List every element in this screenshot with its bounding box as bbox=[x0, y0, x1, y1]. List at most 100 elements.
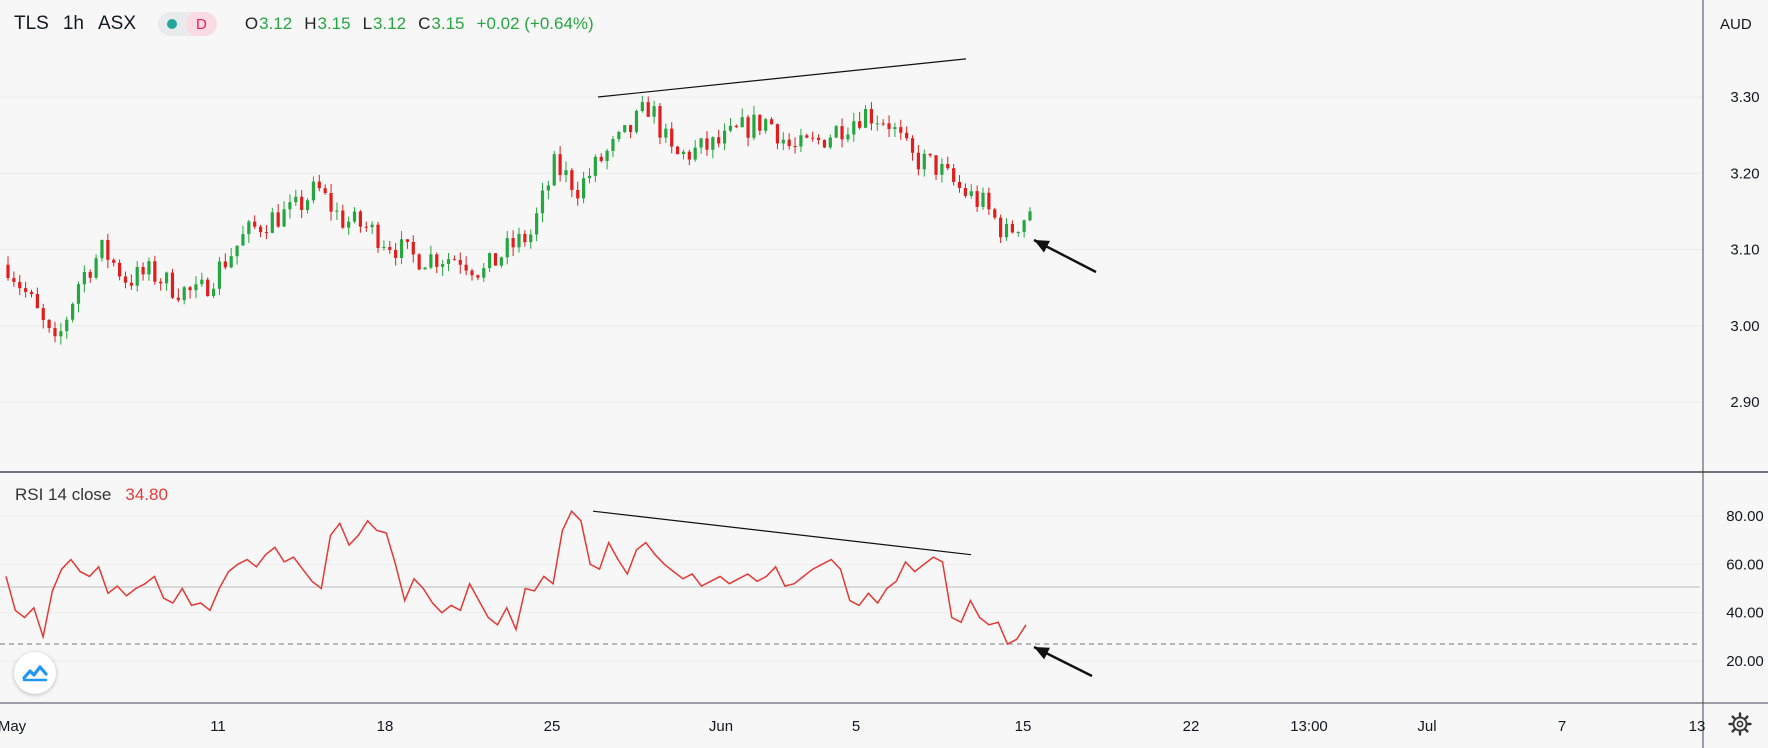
candle-body[interactable] bbox=[834, 126, 838, 138]
candle-body[interactable] bbox=[247, 221, 251, 235]
candle-body[interactable] bbox=[223, 261, 227, 268]
candle-body[interactable] bbox=[88, 271, 92, 278]
candle-body[interactable] bbox=[922, 153, 926, 170]
candle-body[interactable] bbox=[382, 247, 386, 249]
candle-body[interactable] bbox=[587, 175, 592, 179]
candle-body[interactable] bbox=[1004, 223, 1009, 238]
candle-body[interactable] bbox=[681, 151, 686, 155]
candle-body[interactable] bbox=[511, 238, 515, 248]
candle-body[interactable] bbox=[523, 233, 527, 243]
candle-body[interactable] bbox=[388, 247, 392, 250]
candle-body[interactable] bbox=[276, 212, 280, 227]
candle-body[interactable] bbox=[100, 239, 104, 259]
candle-body[interactable] bbox=[129, 282, 133, 286]
candle-body[interactable] bbox=[135, 266, 139, 286]
candle-body[interactable] bbox=[652, 106, 656, 117]
candle-body[interactable] bbox=[35, 293, 39, 309]
candle-body[interactable] bbox=[993, 209, 997, 218]
candle-body[interactable] bbox=[488, 253, 492, 269]
candle-body[interactable] bbox=[811, 137, 815, 139]
candle-body[interactable] bbox=[170, 272, 175, 298]
candle-body[interactable] bbox=[887, 123, 891, 130]
candle-body[interactable] bbox=[417, 254, 421, 270]
candle-body[interactable] bbox=[229, 256, 233, 268]
candle-body[interactable] bbox=[628, 125, 633, 132]
candle-body[interactable] bbox=[816, 137, 821, 140]
candle-body[interactable] bbox=[593, 156, 597, 176]
candle-body[interactable] bbox=[217, 261, 222, 289]
candle-body[interactable] bbox=[687, 151, 691, 160]
candle-body[interactable] bbox=[411, 241, 415, 255]
price-candles[interactable] bbox=[6, 95, 1032, 345]
candle-body[interactable] bbox=[394, 249, 398, 258]
candle-body[interactable] bbox=[153, 261, 157, 282]
candle-body[interactable] bbox=[358, 211, 363, 227]
candle-body[interactable] bbox=[822, 139, 827, 148]
candle-body[interactable] bbox=[405, 239, 410, 242]
candle-body[interactable] bbox=[211, 288, 216, 297]
candle-body[interactable] bbox=[323, 188, 327, 194]
candle-body[interactable] bbox=[787, 139, 791, 147]
candle-body[interactable] bbox=[693, 147, 697, 160]
rsi-legend[interactable]: RSI 14 close 34.80 bbox=[15, 485, 168, 505]
candle-body[interactable] bbox=[869, 109, 874, 124]
candle-body[interactable] bbox=[969, 191, 973, 196]
candle-body[interactable] bbox=[646, 102, 650, 117]
candle-body[interactable] bbox=[117, 262, 122, 277]
price-axis[interactable]: 3.30 3.20 3.10 3.00 2.90 bbox=[1730, 89, 1759, 411]
candle-body[interactable] bbox=[570, 170, 574, 191]
candle-body[interactable] bbox=[82, 271, 86, 285]
candle-body[interactable] bbox=[875, 123, 879, 125]
candle-body[interactable] bbox=[675, 146, 680, 155]
candle-body[interactable] bbox=[47, 320, 51, 329]
candle-body[interactable] bbox=[640, 102, 644, 112]
candle-body[interactable] bbox=[517, 233, 521, 248]
rsi-axis[interactable]: 80.00 60.00 40.00 20.00 bbox=[1726, 508, 1764, 670]
candle-body[interactable] bbox=[6, 264, 10, 279]
candle-body[interactable] bbox=[582, 178, 586, 199]
candle-body[interactable] bbox=[952, 168, 956, 182]
candle-body[interactable] bbox=[194, 284, 198, 291]
candle-body[interactable] bbox=[159, 281, 163, 284]
candle-body[interactable] bbox=[981, 192, 985, 207]
candle-body[interactable] bbox=[311, 181, 316, 201]
time-axis[interactable]: May 11 18 25 Jun 5 15 22 13:00 Jul 7 13 bbox=[0, 718, 1705, 735]
candle-body[interactable] bbox=[59, 331, 63, 337]
candle-body[interactable] bbox=[1022, 220, 1026, 232]
candle-body[interactable] bbox=[24, 288, 28, 292]
tradingview-logo-icon[interactable] bbox=[14, 652, 56, 694]
candle-body[interactable] bbox=[670, 128, 674, 147]
candle-body[interactable] bbox=[176, 297, 180, 301]
candle-body[interactable] bbox=[329, 193, 333, 212]
candle-body[interactable] bbox=[476, 275, 480, 278]
candle-body[interactable] bbox=[963, 188, 967, 196]
candle-body[interactable] bbox=[858, 121, 862, 128]
candle-body[interactable] bbox=[852, 121, 856, 135]
candle-body[interactable] bbox=[711, 137, 715, 150]
candle-body[interactable] bbox=[910, 138, 915, 153]
candle-body[interactable] bbox=[599, 156, 603, 161]
candle-body[interactable] bbox=[846, 134, 850, 140]
candle-body[interactable] bbox=[916, 152, 921, 170]
candle-body[interactable] bbox=[799, 135, 803, 147]
candle-body[interactable] bbox=[241, 234, 245, 246]
candle-body[interactable] bbox=[957, 181, 962, 189]
candle-body[interactable] bbox=[828, 137, 832, 148]
candle-body[interactable] bbox=[558, 154, 562, 176]
candle-body[interactable] bbox=[147, 261, 151, 275]
candle-body[interactable] bbox=[1028, 211, 1032, 221]
candle-body[interactable] bbox=[764, 119, 768, 131]
candle-body[interactable] bbox=[341, 210, 345, 228]
candle-body[interactable] bbox=[840, 126, 844, 140]
candle-body[interactable] bbox=[429, 254, 433, 268]
candle-body[interactable] bbox=[576, 190, 580, 199]
candle-body[interactable] bbox=[335, 210, 339, 212]
candle-body[interactable] bbox=[740, 117, 744, 128]
candle-body[interactable] bbox=[793, 146, 797, 148]
candle-body[interactable] bbox=[112, 259, 116, 263]
candle-body[interactable] bbox=[940, 164, 944, 175]
candle-body[interactable] bbox=[975, 191, 979, 207]
candle-body[interactable] bbox=[123, 276, 128, 283]
candle-body[interactable] bbox=[805, 135, 809, 138]
candle-body[interactable] bbox=[928, 153, 932, 156]
